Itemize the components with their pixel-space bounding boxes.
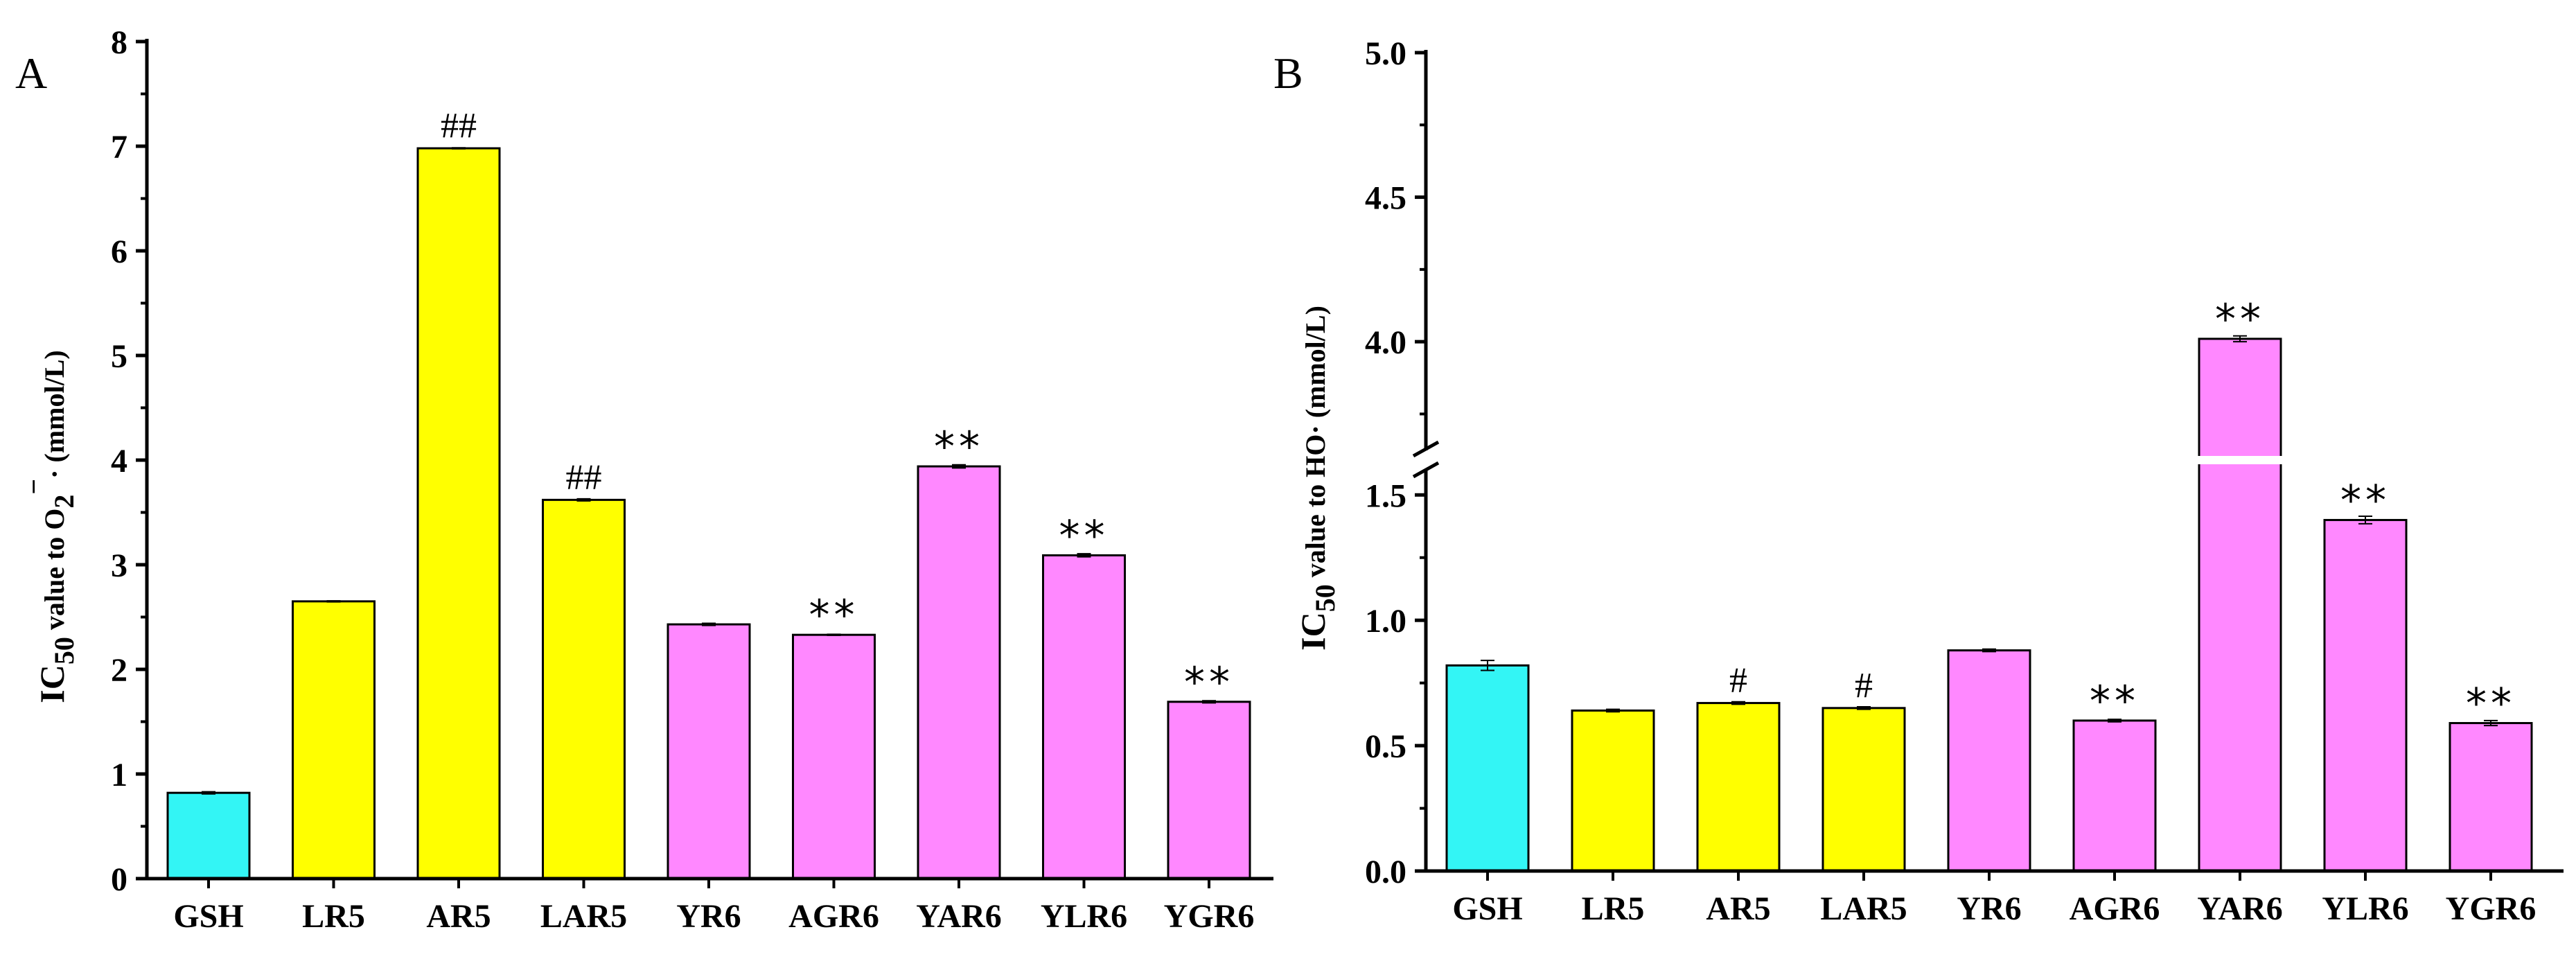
panel-b-x-tick-label: AGR6 [2070, 890, 2160, 927]
panel-a-bar-gsh [166, 791, 251, 880]
panel-b-x-tick-label: YAR6 [2197, 890, 2283, 927]
panel-a-y-tick-label: 5 [111, 338, 127, 375]
panel-a-bar-ygr6 [1167, 701, 1251, 880]
panel-b-x-tick-label: LR5 [1582, 890, 1645, 927]
panel-b-significance-label: ** [2215, 295, 2265, 344]
panel-b-y-tick-label: 1.0 [1365, 603, 1406, 640]
panel-a-significance-label: ## [441, 106, 477, 146]
panel-a-bar-ar5 [416, 147, 501, 880]
panel-b-y-tick-label: 4.0 [1365, 324, 1406, 361]
panel-b-bar-ygr6 [2449, 722, 2533, 872]
panel-b-y-tick-label: 4.5 [1365, 180, 1406, 217]
panel-a-annotations: ## ## ** ** ** ** [441, 106, 1234, 707]
panel-b-x-tick-label: YGR6 [2446, 890, 2537, 927]
panel-b-x-tick-label: GSH [1452, 890, 1522, 927]
panel-b-letter: B [1273, 49, 1303, 98]
panel-b-bars [1445, 335, 2533, 881]
panel-b-bar-yar6 [2198, 337, 2282, 872]
panel-b-bar-lr5 [1571, 709, 1655, 872]
panel-a-x-tick-label: YR6 [676, 898, 741, 935]
panel-a-y-tick-label: 1 [111, 757, 127, 793]
panel-b-significance-label: # [1729, 661, 1747, 701]
panel-a-bar-lar5 [542, 498, 626, 880]
panel-a-x-tick-label: YAR6 [916, 898, 1002, 935]
panel-b-x-tick-label: LAR5 [1820, 890, 1907, 927]
panel-a-letter: A [15, 49, 47, 98]
panel-a-x-tick-label: YLR6 [1041, 898, 1127, 935]
panel-a-x-tick-label: GSH [173, 898, 243, 935]
panel-b-x-tick-labels: GSH LR5 AR5 LAR5 YR6 AGR6 YAR6 YLR6 YGR6 [1452, 890, 2536, 927]
panel-a-x-tick-label: AGR6 [788, 898, 879, 935]
panel-b-y-ticks: 0.0 0.5 1.0 1.5 4.0 4.5 5.0 [1365, 35, 1426, 890]
panel-a-y-tick-label: 8 [111, 24, 127, 61]
panel-a-y-tick-label: 2 [111, 652, 127, 689]
panel-b-bar-ylr6 [2323, 518, 2408, 872]
panel-a-significance-label: ** [1059, 511, 1109, 560]
panel-b: B IC50 value to HO· (mmol/L) 0.0 0.5 1.0 1.… [1273, 35, 2564, 927]
panel-a-bar-lr5 [292, 600, 376, 880]
panel-b-significance-label: ** [2340, 476, 2390, 525]
panel-b-bar-lar5 [1821, 707, 1906, 872]
panel-a-bar-agr6 [792, 633, 876, 880]
panel-b-y-tick-label: 0.5 [1365, 728, 1406, 765]
panel-a-y-tick-label: 4 [111, 443, 127, 480]
panel-a-x-tick-label: YGR6 [1164, 898, 1255, 935]
panel-a-axes [145, 39, 1273, 881]
panel-a-bar-yr6 [667, 623, 751, 880]
panel-a-x-tick-label: AR5 [426, 898, 491, 935]
panel-a-significance-label: ** [809, 591, 859, 640]
panel-b-axis-break-mark [1412, 461, 1440, 479]
panel-a-x-tick-labels: GSH LR5 AR5 LAR5 YR6 AGR6 YAR6 YLR6 YGR6 [173, 898, 1254, 935]
panel-a-y-tick-label: 6 [111, 234, 127, 270]
panel-b-bar-gsh [1445, 664, 1530, 872]
panel-a-significance-label: ** [1184, 658, 1234, 707]
panel-a-y-ticks: 0 1 2 3 4 5 6 7 8 [111, 24, 147, 898]
panel-b-y-axis-label: IC50 value to HO· (mmol/L) [1294, 306, 1341, 651]
panel-b-x-tick-label: AR5 [1706, 890, 1770, 927]
panel-a-significance-label: ## [566, 457, 602, 497]
panel-b-x-tick-label: YR6 [1957, 890, 2021, 927]
panel-b-significance-label: # [1855, 666, 1873, 705]
panel-b-significance-label: ** [2090, 677, 2140, 725]
panel-b-annotations: # # ** ** ** ** [1729, 295, 2516, 728]
panel-b-bar-ar5 [1696, 702, 1781, 872]
panel-a-bar-yar6 [917, 465, 1001, 880]
panel-b-significance-label: ** [2466, 680, 2516, 728]
panel-b-x-tick-label: YLR6 [2322, 890, 2408, 927]
panel-a-y-axis-label: IC50 value to O2−· (mmol/L) [18, 350, 80, 703]
panel-a-bar-ylr6 [1042, 554, 1126, 880]
panel-b-y-tick-label: 5.0 [1365, 35, 1406, 72]
panel-b-y-tick-label: 0.0 [1365, 854, 1406, 890]
panel-a-y-tick-label: 0 [111, 861, 127, 898]
panel-b-bar-agr6 [2072, 719, 2157, 872]
panel-a-y-tick-label: 7 [111, 129, 127, 166]
panel-b-bar-yr6 [1947, 649, 2031, 872]
panel-a: A IC50 value to O2−· (mmol/L) 012345678 … [15, 24, 1273, 935]
panel-a-y-tick-label: 3 [111, 547, 127, 584]
panel-b-y-tick-label: 1.5 [1365, 477, 1406, 514]
panel-b-axes [1412, 50, 2564, 873]
panel-a-significance-label: ** [934, 423, 984, 471]
panel-a-x-tick-label: LAR5 [540, 898, 627, 935]
panel-b-bar-break-gap [2196, 456, 2284, 464]
panel-b-axis-break-mark [1412, 440, 1440, 458]
panel-a-x-tick-label: LR5 [302, 898, 365, 935]
